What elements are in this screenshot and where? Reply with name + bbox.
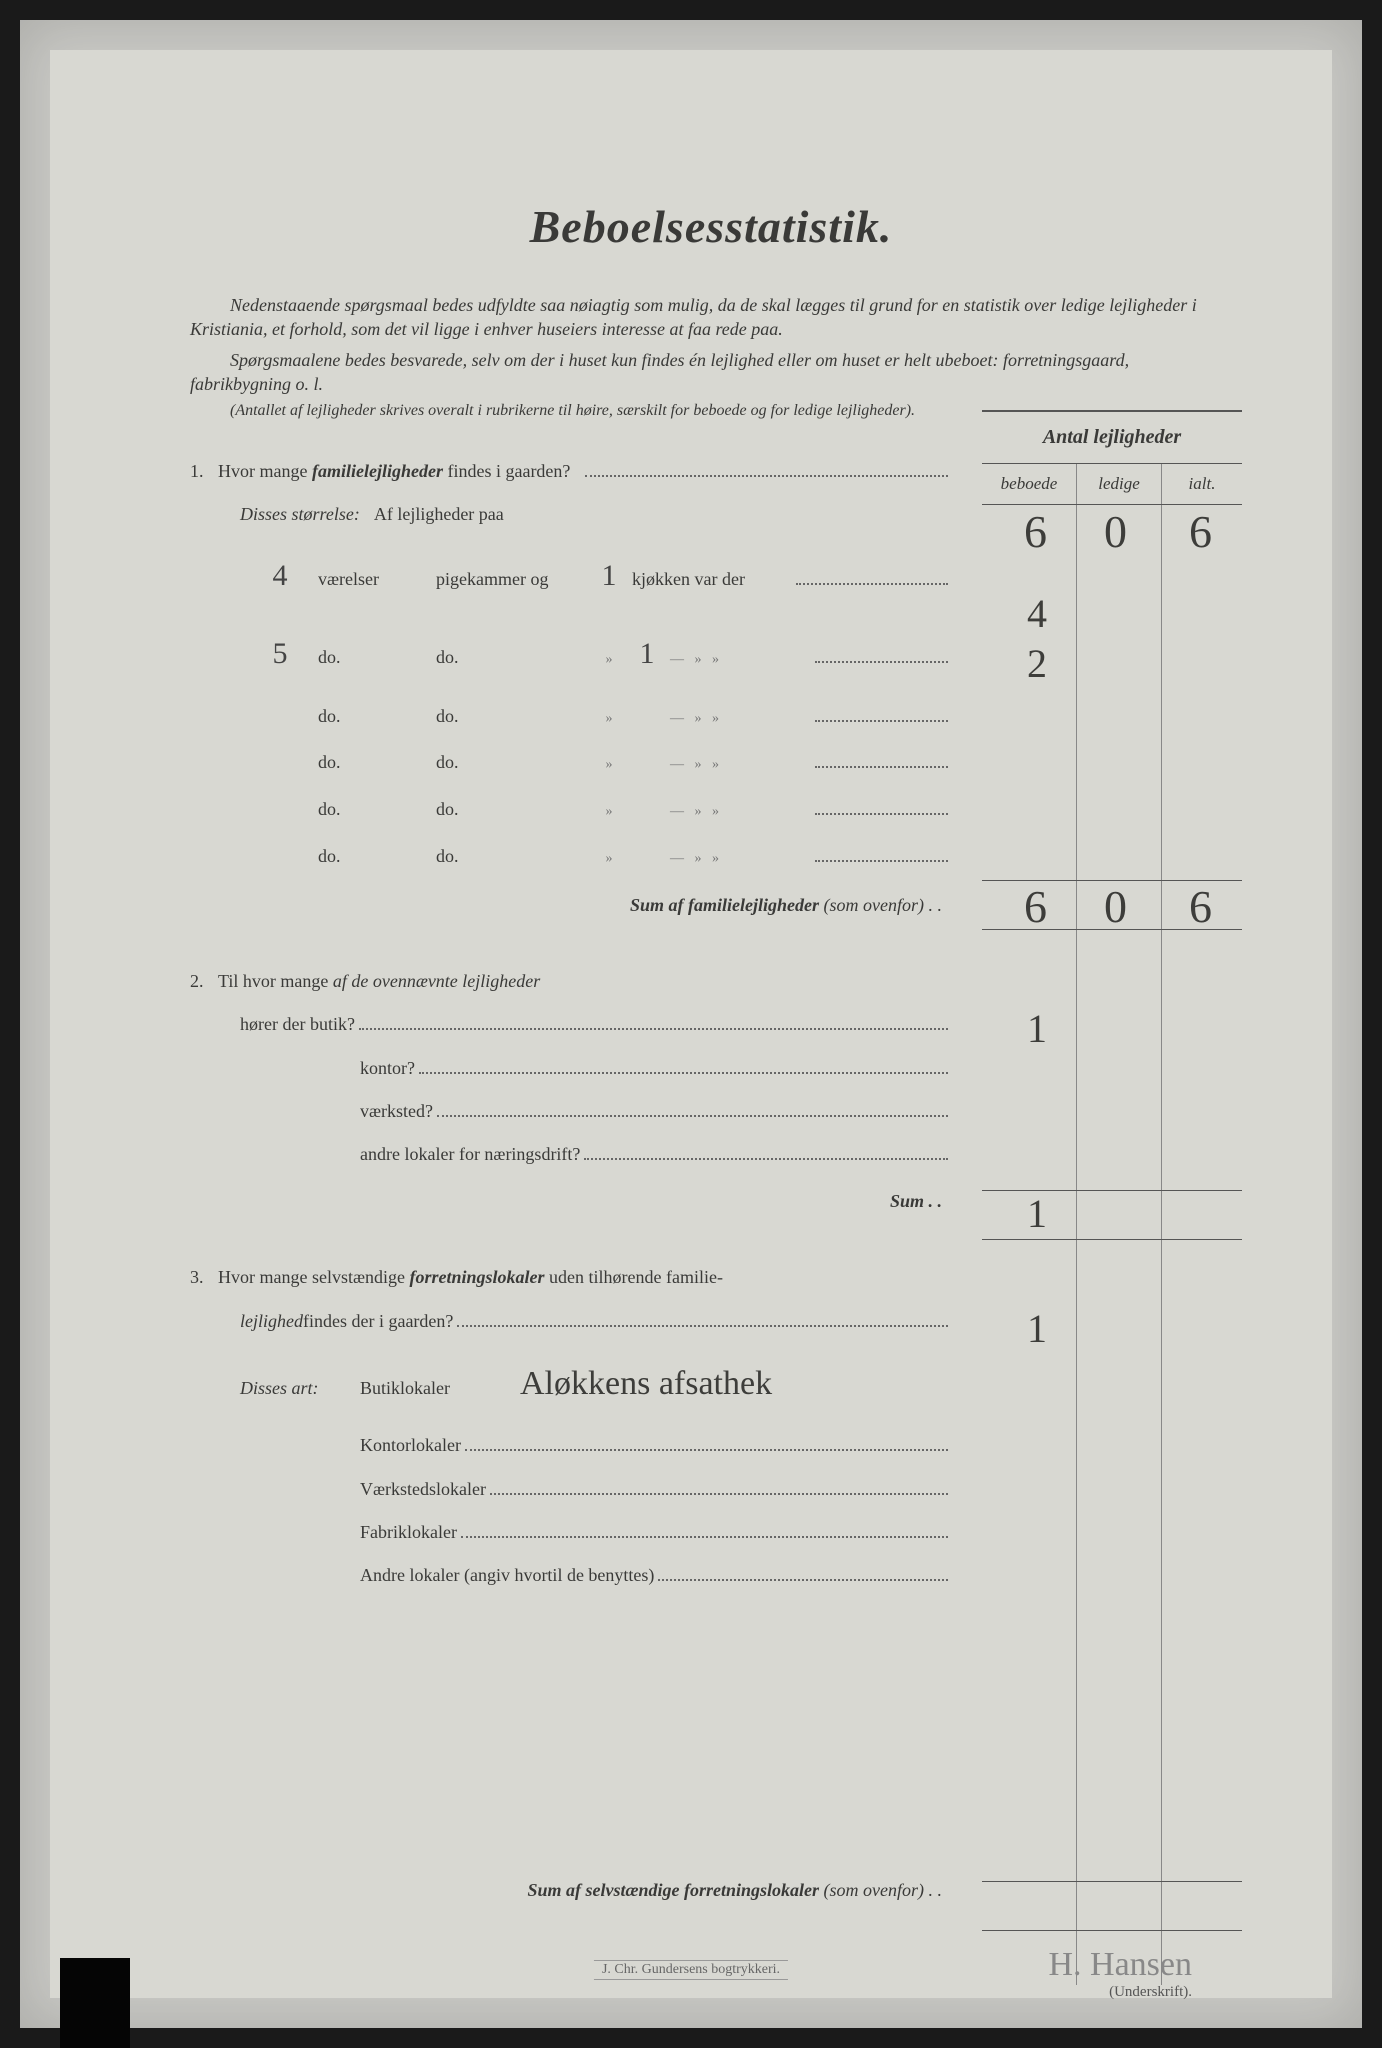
lbl-do-b2: do.	[318, 634, 428, 681]
ans-q1-beboede: 6	[1024, 505, 1047, 558]
ans-q1-ialt: 6	[1189, 505, 1212, 558]
lbl-do-b3: do.	[318, 693, 428, 740]
q1-suffix: findes i gaarden?	[443, 461, 570, 481]
lbl-kjokken: kjøkken var der	[632, 556, 784, 603]
q3-disses: Disses art:	[240, 1367, 360, 1410]
q3-hand-note: Aløkkens afsathek	[520, 1343, 952, 1425]
film-notch	[60, 1958, 130, 2048]
lbl-do-c3: do.	[436, 693, 586, 740]
q2-vaerksted-text: værksted?	[360, 1090, 433, 1133]
q1-num: 1.	[190, 450, 218, 493]
q3-andre-text: Andre lokaler (angiv hvortil de benyttes…	[360, 1554, 654, 1597]
hand-r1a: 4	[250, 537, 310, 615]
ans-q1-row2: 2	[1027, 640, 1047, 687]
q2-num: 2.	[190, 960, 218, 1003]
lbl-do-b5: do.	[318, 786, 428, 833]
col-header: Antal lejligheder	[982, 410, 1242, 464]
lbl-do-c4: do.	[436, 739, 586, 786]
q3-butik: Butiklokaler	[360, 1367, 520, 1410]
ans-q1-row1: 4	[1027, 590, 1047, 637]
q2-butik-text: hører der butik?	[240, 1003, 355, 1046]
ans-q3-total: 1	[1027, 1305, 1047, 1352]
page-title: Beboelsesstatistik.	[190, 200, 1232, 253]
lbl-do-c5: do.	[436, 786, 586, 833]
ans-q2-butik: 1	[1027, 1005, 1047, 1052]
col-body	[982, 505, 1242, 1985]
q3-em: forretningslokaler	[409, 1267, 544, 1287]
hand-r2a: 5	[250, 615, 310, 693]
bottom-sum-prefix: Sum af selvstændige forretningslokaler	[527, 1880, 819, 1900]
hand-r1d: 1	[594, 537, 624, 615]
col-beboede: beboede	[982, 464, 1077, 504]
q3-num: 3.	[190, 1256, 218, 1299]
ans-q2-sum: 1	[1027, 1190, 1047, 1237]
scan-background: Beboelsesstatistik. Nedenstaaende spørgs…	[20, 20, 1362, 2028]
q1-sum-suffix: (som ovenfor) . .	[824, 895, 942, 915]
q2-kontor-text: kontor?	[360, 1047, 415, 1090]
col-subheaders: beboede ledige ialt.	[982, 464, 1242, 505]
q3-mid: uden tilhørende fa	[545, 1267, 680, 1287]
form-area: Antal lejligheder beboede ledige ialt. 6…	[190, 450, 1232, 2000]
q2-prefix: Til hvor mange	[218, 971, 333, 991]
ans-q1-ledige: 0	[1104, 505, 1127, 558]
intro-paragraph-2: Spørgsmaalene bedes besvarede, selv om d…	[190, 348, 1232, 397]
q2-andre-text: andre lokaler for næringsdrift?	[360, 1133, 580, 1176]
lbl-do-c2: do.	[436, 634, 586, 681]
q1-prefix: Hvor mange	[218, 461, 312, 481]
col-ledige: ledige	[1077, 464, 1162, 504]
lbl-vaerelser: værelser	[318, 556, 428, 603]
lbl-do-b4: do.	[318, 739, 428, 786]
q1-disses-text: Af lejligheder paa	[374, 493, 504, 536]
printer-credit: J. Chr. Gundersens bogtrykkeri.	[594, 1960, 788, 1980]
q3-prefix: Hvor mange selvstændige	[218, 1267, 409, 1287]
q1-disses-prefix: Disses størrelse:	[240, 493, 360, 536]
q3-fabrik-text: Fabriklokaler	[360, 1511, 457, 1554]
q3-vaerksted-text: Værkstedslokaler	[360, 1468, 486, 1511]
q3-line2b: lejlighed	[240, 1300, 303, 1343]
q2-sum-text: Sum . .	[890, 1191, 942, 1211]
lbl-do-c6: do.	[436, 833, 586, 880]
col-ialt: ialt.	[1162, 464, 1242, 504]
lbl-pigekammer: pigekammer og	[436, 556, 586, 603]
signature-label: (Underskrift).	[190, 1984, 1192, 2001]
q3-kontor-text: Kontorlokaler	[360, 1424, 461, 1467]
q1-sum-prefix: Sum af familielejligheder	[630, 895, 819, 915]
ans-q1sum-ledige: 0	[1104, 880, 1127, 933]
lbl-do-b6: do.	[318, 833, 428, 880]
q3-line2a: milie-	[680, 1267, 723, 1287]
document-paper: Beboelsesstatistik. Nedenstaaende spørgs…	[50, 50, 1332, 1998]
hand-r2d: 1	[632, 615, 662, 693]
ans-q1sum-beboede: 6	[1024, 880, 1047, 933]
rule-sum-2	[982, 1190, 1242, 1240]
q3-line2c: findes der i gaarden?	[303, 1300, 453, 1343]
intro-paragraph-1: Nedenstaaende spørgsmaal bedes udfyldte …	[190, 293, 1232, 342]
dots	[585, 475, 948, 477]
ans-q1sum-ialt: 6	[1189, 880, 1212, 933]
bottom-sum-suffix: (som ovenfor) . .	[824, 1880, 942, 1900]
rule-sum-bottom	[982, 1881, 1242, 1931]
q1-em: familielejligheder	[312, 461, 443, 481]
q2-em: af de ovennævnte lejligheder	[333, 971, 540, 991]
